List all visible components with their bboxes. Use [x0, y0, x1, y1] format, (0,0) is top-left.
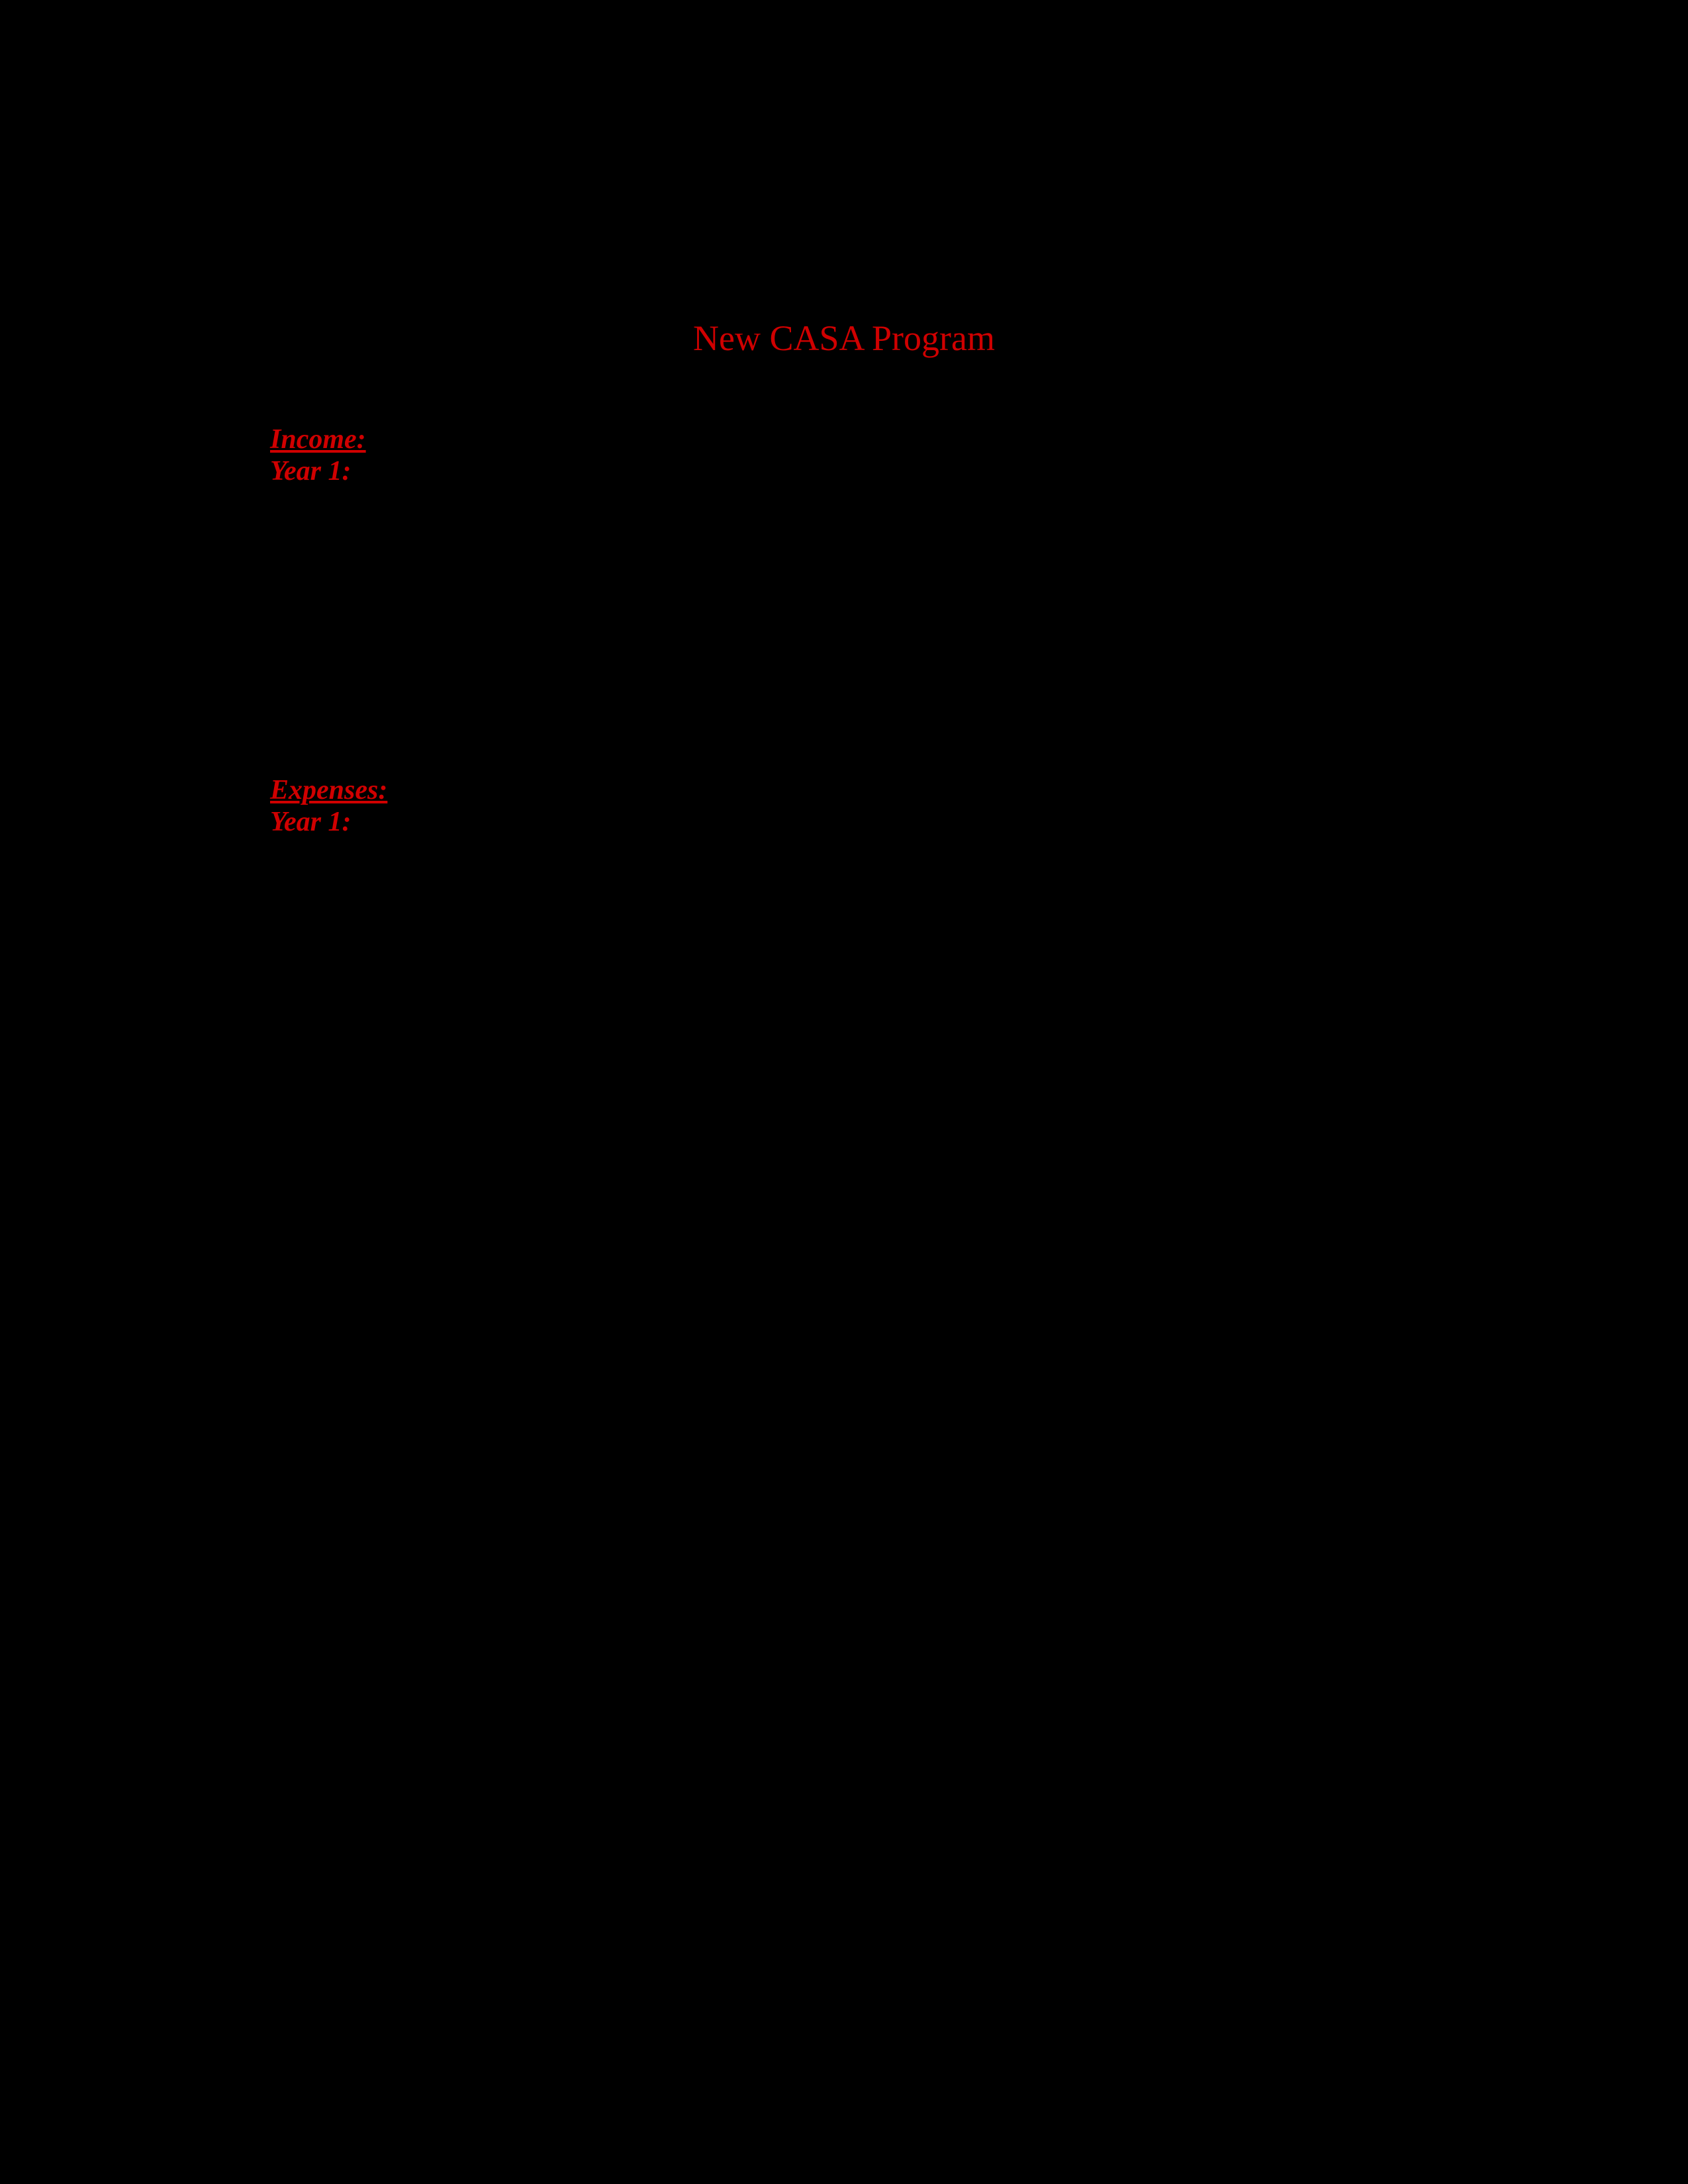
document-title: New CASA Program [0, 318, 1688, 359]
expenses-heading: Expenses: [270, 774, 387, 806]
document-page: New CASA Program Income: Year 1: Expense… [0, 0, 1688, 2184]
income-section: Income: Year 1: [270, 424, 366, 488]
expenses-section: Expenses: Year 1: [270, 774, 387, 839]
income-heading: Income: [270, 424, 366, 455]
income-year-label: Year 1: [270, 455, 366, 487]
expenses-year-label: Year 1: [270, 806, 387, 838]
